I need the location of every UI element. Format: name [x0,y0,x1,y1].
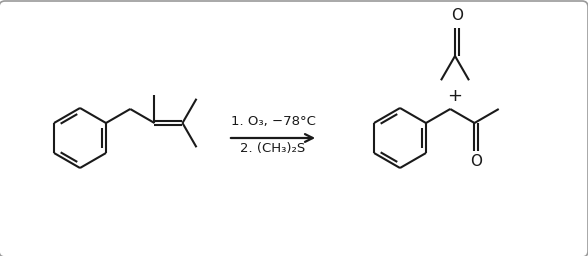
Text: O: O [451,8,463,23]
Text: O: O [470,154,483,169]
Text: +: + [447,87,463,105]
Text: 1. O₃, −78°C: 1. O₃, −78°C [230,115,315,128]
Text: 2. (CH₃)₂S: 2. (CH₃)₂S [240,142,306,155]
